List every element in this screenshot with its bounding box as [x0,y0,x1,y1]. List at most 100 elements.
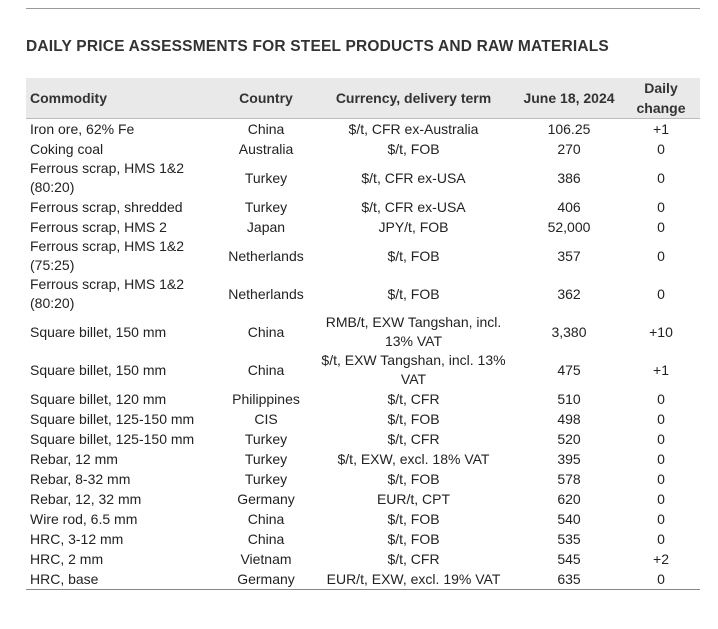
table-cell: China [247,361,285,378]
table-cell: Iron ore, 62% Fe [30,120,135,137]
table-cell: $/t, FOB [387,510,440,527]
table-cell: JPY/t, FOB [378,218,449,235]
table-cell: +2 [653,550,669,567]
table-cell: Square billet, 125-150 mm [30,410,195,427]
table-cell: $/t, CFR [387,430,440,447]
table-row: Square billet, 150 mm China RMB/t, EXW Tan… [26,313,700,351]
table-row: Iron ore, 62% Fe China $/t, CFR ex-Austral… [26,119,700,140]
column-header: Country [221,78,311,119]
table-cell: 635 [516,569,622,590]
table-cell: $/t, CFR ex-USA [361,198,466,215]
table-cell: 475 [557,361,581,378]
column-header: June 18, 2024 [516,78,622,119]
table-cell: 395 [557,450,581,467]
table-cell: $/t, FOB [387,410,440,427]
table-cell: Ferrous scrap, HMS 1&2 (80:20) [30,160,185,195]
table-cell: EUR/t, CPT [376,490,451,507]
table-cell: Ferrous scrap, HMS 2 [30,218,167,235]
table-cell: $/t, FOB [387,530,440,547]
table-body: Iron ore, 62% Fe China $/t, CFR ex-Austral… [26,119,700,590]
table-cell: 535 [557,530,581,547]
table-cell: 362 [557,285,581,302]
table-cell: HRC, 2 mm [30,550,104,567]
table-cell: $/t, CFR [387,390,440,407]
table-cell: Wire rod, 6.5 mm [30,510,138,527]
table-cell: Australia [238,140,294,157]
column-header: Currency, delivery term [311,78,516,119]
table-cell: Japan [246,218,286,235]
table-row: Rebar, 8-32 mm Turkey $/t, FOB 578 0 [26,469,700,489]
table-cell: 510 [557,390,581,407]
table-cell: Netherlands [228,285,304,302]
table-cell: Turkey [244,198,288,215]
table-cell: 520 [557,430,581,447]
table-cell: $/t, FOB [387,285,440,302]
table-cell: Square billet, 150 mm [30,323,167,340]
table-cell: Rebar, 8-32 mm [30,470,131,487]
table-cell: Ferrous scrap, shredded [30,198,183,215]
table-cell: $/t, FOB [387,247,440,264]
table-row: Wire rod, 6.5 mm China $/t, FOB 540 0 [26,509,700,529]
table-row: Rebar, 12 mm Turkey $/t, EXW, excl. 18% VA… [26,449,700,469]
divider [26,8,700,9]
table-cell: $/t, CFR ex-USA [361,169,466,186]
table-cell: EUR/t, EXW, excl. 19% VAT [311,569,516,590]
table-row: Coking coal Australia $/t, FOB 270 0 [26,139,700,159]
table-cell: Turkey [244,430,288,447]
table-cell: Germany [221,569,311,590]
table-cell: 0 [657,169,665,186]
table-cell: 620 [557,490,581,507]
table-cell: HRC, 3-12 mm [30,530,124,547]
table-cell: Turkey [244,169,288,186]
table-cell: $/t, EXW, excl. 18% VAT [337,450,490,467]
table-cell: $/t, EXW Tangshan, incl. 13% VAT [321,352,506,387]
table-cell: 0 [657,247,665,264]
table-cell: 0 [657,470,665,487]
table-cell: Square billet, 120 mm [30,390,167,407]
table-cell: $/t, CFR [387,550,440,567]
table-cell: Coking coal [30,140,104,157]
table-cell: HRC, base [26,569,221,590]
table-cell: 0 [622,569,700,590]
table-row: Ferrous scrap, HMS 1&2 (75:25) Netherland… [26,237,700,275]
table-row: Square billet, 125-150 mm Turkey $/t, CFR 5… [26,429,700,449]
table-row: HRC, 2 mm Vietnam $/t, CFR 545 +2 [26,549,700,569]
table-cell: Square billet, 150 mm [30,361,167,378]
table-cell: 0 [657,390,665,407]
table-cell: $/t, CFR ex-Australia [348,120,479,137]
table-cell: 498 [557,410,581,427]
table-cell: China [247,510,285,527]
table-cell: 0 [657,140,665,157]
table-cell: +10 [649,323,673,340]
table-row: Ferrous scrap, HMS 2 Japan JPY/t, FOB 52,00… [26,217,700,237]
table-cell: Germany [237,490,295,507]
table-cell: Vietnam [240,550,292,567]
table-cell: Netherlands [228,247,304,264]
table-cell: 540 [557,510,581,527]
table-row: Ferrous scrap, HMS 1&2 (80:20) Netherland… [26,275,700,313]
table-cell: Rebar, 12, 32 mm [30,490,142,507]
table-cell: 545 [557,550,581,567]
table-cell: Turkey [244,470,288,487]
table-cell: RMB/t, EXW Tangshan, incl. 13% VAT [325,314,502,349]
table-cell: +1 [653,120,669,137]
table-cell: China [247,120,285,137]
price-table: Commodity Country Currency, delivery term J… [26,78,700,590]
header-row: Commodity Country Currency, delivery term J… [26,78,700,119]
table-cell: 3,380 [551,323,587,340]
table-cell: 357 [557,247,581,264]
table-cell: +1 [653,361,669,378]
table-title: DAILY PRICE ASSESSMENTS FOR STEEL PRODUC… [26,38,609,55]
table-row: HRC, 3-12 mm China $/t, FOB 535 0 [26,529,700,549]
table-cell: Rebar, 12 mm [30,450,118,467]
column-header: Commodity [26,78,221,119]
table-row: Ferrous scrap, shredded Turkey $/t, CFR ex… [26,197,700,217]
table-cell: China [247,323,285,340]
table-cell: 0 [657,490,665,507]
table-cell: Turkey [244,450,288,467]
table-cell: 0 [657,450,665,467]
column-header: Daily change [622,78,700,119]
table-cell: Philippines [232,390,300,407]
table-row: Square billet, 120 mm Philippines $/t, CFR… [26,389,700,409]
table-cell: 0 [657,198,665,215]
